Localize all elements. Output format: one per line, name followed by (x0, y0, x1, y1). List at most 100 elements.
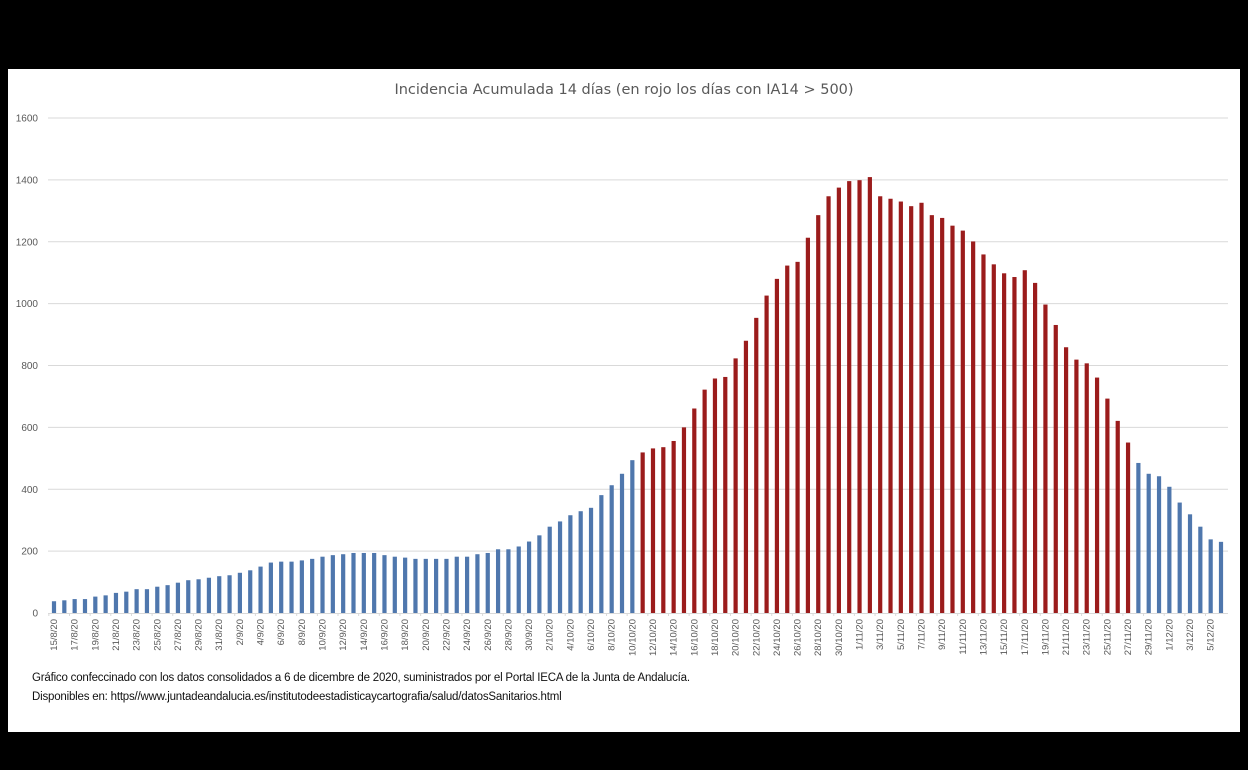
x-tick-label: 22/9/20 (441, 619, 452, 651)
x-tick-label: 21/11/20 (1061, 619, 1072, 655)
x-tick-label: 21/8/20 (111, 619, 122, 651)
x-tick-label: 8/10/20 (607, 619, 618, 651)
x-tick-label: 26/9/20 (483, 619, 494, 651)
y-tick-label: 1200 (16, 237, 39, 248)
bar (237, 572, 242, 613)
bar (619, 473, 625, 613)
bar (382, 555, 387, 613)
bar (310, 558, 315, 613)
bar (795, 261, 800, 613)
bar (785, 265, 790, 613)
x-tick-label: 27/11/20 (1123, 619, 1134, 655)
bar (661, 447, 666, 613)
bar (1125, 442, 1131, 613)
x-tick-label: 19/8/20 (90, 619, 101, 651)
bar (361, 552, 366, 613)
bar (289, 561, 294, 613)
x-tick-label: 20/9/20 (421, 619, 432, 651)
bar (1002, 273, 1007, 613)
bar (1043, 304, 1048, 613)
x-axis-ticks: 15/8/20 17/8/20 19/8/20 21/8/20 23/8/20 25/8/… (49, 619, 1217, 656)
bar (991, 264, 996, 613)
y-tick-label: 0 (32, 609, 38, 620)
bar (51, 601, 57, 613)
bar (516, 546, 521, 613)
bar (134, 589, 139, 613)
bar (909, 206, 914, 613)
bar (950, 225, 955, 613)
bar (403, 557, 408, 613)
x-tick-label: 3/11/20 (875, 619, 886, 650)
x-tick-label: 15/8/20 (49, 619, 60, 651)
x-tick-label: 4/10/20 (565, 619, 576, 651)
x-tick-label: 13/11/20 (978, 619, 989, 655)
y-tick-label: 400 (21, 485, 38, 496)
bar (1094, 377, 1100, 613)
x-tick-label: 18/9/20 (400, 619, 411, 651)
x-tick-label: 17/11/20 (1020, 619, 1031, 655)
bar (1053, 324, 1058, 613)
bar (867, 177, 872, 613)
x-tick-label: 2/10/20 (545, 619, 556, 651)
bar (588, 507, 594, 613)
footer-source-note: Gráfico confeccinado con los datos conso… (32, 672, 690, 684)
x-tick-label: 27/8/20 (173, 619, 184, 651)
bar (93, 596, 98, 613)
bar (929, 215, 934, 614)
bar (1177, 502, 1182, 613)
bar (578, 511, 583, 613)
x-tick-label: 9/11/20 (937, 619, 948, 650)
bar (733, 358, 738, 613)
x-tick-label: 22/10/20 (751, 619, 762, 656)
bar (1198, 526, 1203, 613)
x-tick-label: 23/11/20 (1082, 619, 1093, 655)
x-tick-label: 6/9/20 (276, 619, 287, 645)
bar (609, 485, 614, 613)
y-tick-label: 1000 (16, 299, 39, 310)
bar (919, 202, 924, 614)
x-tick-label: 3/12/20 (1185, 619, 1196, 651)
bar (475, 554, 480, 613)
bar (1105, 398, 1110, 613)
bar (878, 196, 883, 613)
bar (630, 460, 635, 613)
bar (960, 230, 965, 614)
bar (464, 556, 470, 613)
x-tick-label: 16/9/20 (379, 619, 390, 651)
y-tick-label: 1600 (16, 114, 39, 125)
x-tick-label: 10/9/20 (318, 619, 329, 651)
x-tick-label: 24/9/20 (462, 619, 473, 651)
x-tick-label: 14/9/20 (359, 619, 370, 651)
bar-chart: Incidencia Acumulada 14 días (en rojo lo… (16, 82, 1228, 656)
x-tick-label: 28/9/20 (503, 619, 514, 651)
x-tick-label: 23/8/20 (132, 619, 143, 651)
bar (82, 599, 88, 613)
bar (898, 201, 903, 613)
bar (320, 556, 325, 613)
bar (444, 558, 449, 613)
bar (1074, 359, 1079, 613)
bar (72, 599, 77, 613)
bar (1115, 420, 1120, 613)
x-tick-label: 1/11/20 (855, 619, 866, 650)
x-tick-label: 15/11/20 (999, 619, 1010, 655)
x-tick-label: 28/10/20 (813, 619, 824, 656)
bar (805, 237, 811, 613)
x-tick-label: 29/11/20 (1144, 619, 1155, 655)
x-tick-label: 30/10/20 (834, 619, 845, 656)
bar (599, 495, 604, 613)
x-tick-label: 10/10/20 (627, 619, 638, 656)
bar (971, 241, 976, 614)
x-tick-label: 8/9/20 (297, 619, 308, 645)
bar (155, 586, 160, 613)
bar (227, 575, 232, 613)
bar (681, 427, 687, 613)
bar (124, 591, 129, 613)
bar (165, 585, 170, 613)
x-tick-label: 26/10/20 (793, 619, 804, 656)
bar (1218, 541, 1224, 613)
bar (485, 552, 490, 613)
bar (1033, 282, 1038, 613)
x-tick-label: 16/10/20 (689, 619, 700, 656)
bar (268, 562, 273, 613)
